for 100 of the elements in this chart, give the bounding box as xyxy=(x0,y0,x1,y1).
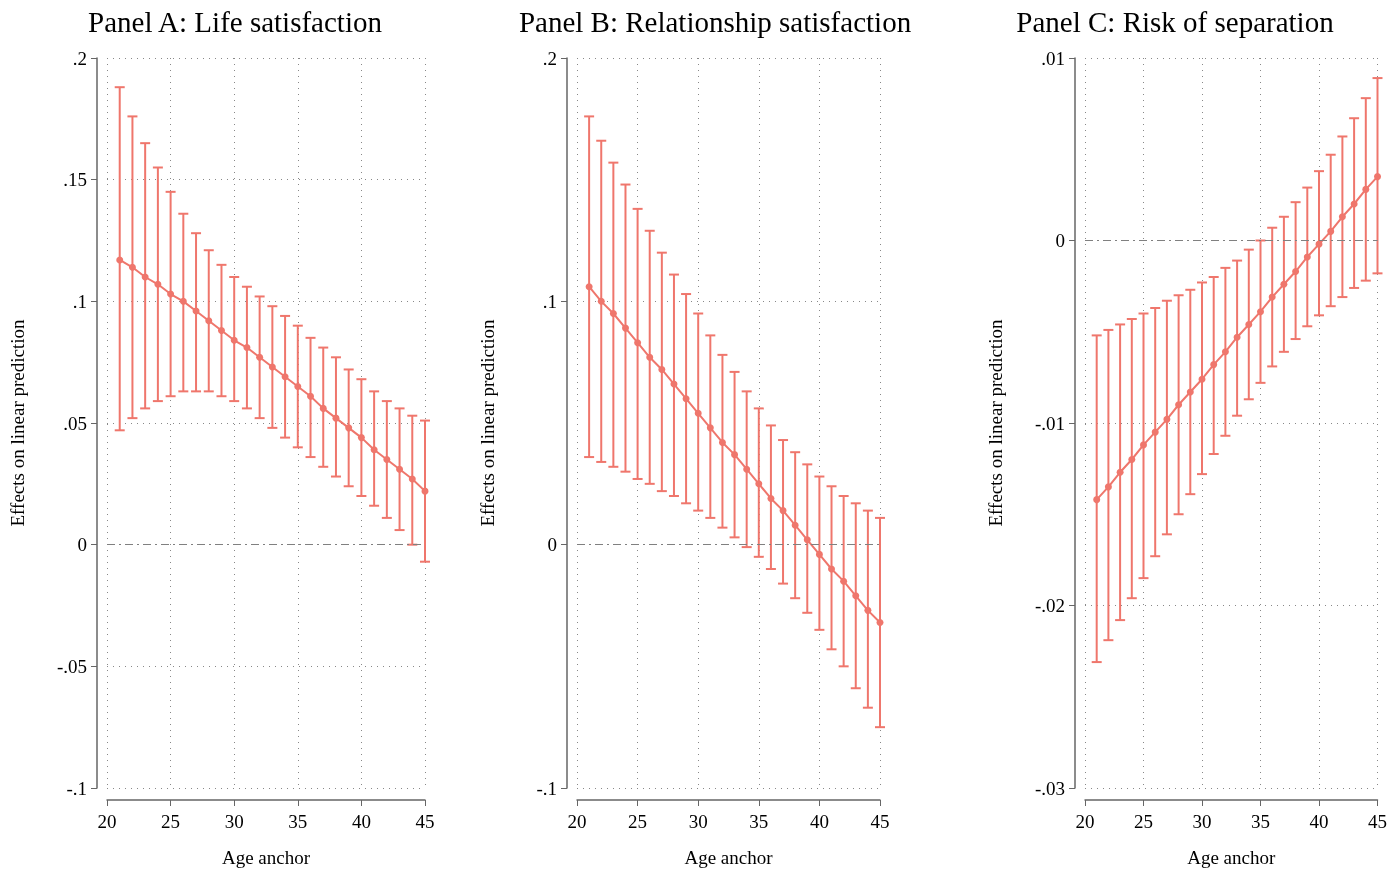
point xyxy=(815,550,823,558)
point xyxy=(116,256,124,264)
point xyxy=(1151,428,1159,436)
x-tick-label: 40 xyxy=(809,811,829,832)
y-tick-label: -.03 xyxy=(1034,777,1065,799)
point xyxy=(1093,496,1101,504)
point xyxy=(370,446,378,454)
point xyxy=(876,619,884,627)
x-tick-label: 20 xyxy=(567,811,587,832)
point xyxy=(345,424,353,432)
point xyxy=(205,317,213,325)
point xyxy=(1163,415,1171,423)
point xyxy=(694,409,702,417)
point xyxy=(585,283,593,291)
y-tick-label: -.1 xyxy=(66,777,87,799)
point xyxy=(828,565,836,573)
y-axis-title: Effects on linear prediction xyxy=(477,319,498,527)
x-tick-label: 45 xyxy=(415,811,435,832)
point xyxy=(1292,268,1300,276)
y-tick-label: -.02 xyxy=(1034,595,1065,616)
y-tick-label: .2 xyxy=(72,47,87,69)
chart-title: Panel B: Relationship satisfaction xyxy=(518,5,912,38)
point xyxy=(658,365,666,373)
x-axis-title: Age anchor xyxy=(221,847,311,868)
point xyxy=(731,451,739,459)
y-tick-label: -.01 xyxy=(1034,412,1065,434)
point xyxy=(1116,468,1124,476)
point xyxy=(1210,361,1218,369)
point xyxy=(167,290,175,298)
point xyxy=(1140,441,1147,449)
point xyxy=(1198,375,1206,383)
point xyxy=(1233,333,1241,341)
point xyxy=(1104,483,1112,491)
point xyxy=(852,592,860,600)
x-tick-label: 35 xyxy=(1251,811,1270,832)
point xyxy=(1128,456,1136,463)
point xyxy=(319,404,327,412)
point xyxy=(755,480,763,488)
point xyxy=(1175,401,1183,409)
x-tick-label: 30 xyxy=(224,811,244,832)
point xyxy=(1221,348,1229,356)
point xyxy=(1257,308,1264,316)
point xyxy=(154,280,162,288)
point xyxy=(1186,388,1194,396)
y-tick-label: .15 xyxy=(63,169,87,191)
point xyxy=(256,353,264,361)
y-tick-label: .05 xyxy=(63,412,87,434)
point xyxy=(1303,253,1311,261)
point xyxy=(621,324,629,332)
point xyxy=(1245,320,1253,328)
y-tick-label: .2 xyxy=(542,47,557,69)
x-tick-label: 25 xyxy=(628,811,648,832)
point xyxy=(1374,173,1381,181)
y-tick-label: .1 xyxy=(72,290,87,312)
point xyxy=(597,297,605,305)
y-tick-label: .01 xyxy=(1041,47,1065,69)
point xyxy=(840,577,848,585)
y-tick-label: 0 xyxy=(77,534,87,556)
point xyxy=(230,336,238,344)
point xyxy=(864,606,872,614)
point xyxy=(646,353,654,361)
x-tick-label: 25 xyxy=(161,811,181,832)
x-tick-label: 35 xyxy=(288,811,308,832)
x-tick-label: 20 xyxy=(97,811,117,832)
point xyxy=(383,456,391,463)
y-tick-label: 0 xyxy=(1055,230,1065,251)
y-tick-label: .1 xyxy=(542,290,557,312)
point xyxy=(743,465,751,473)
point xyxy=(179,297,187,305)
point xyxy=(1362,185,1370,193)
x-tick-label: 30 xyxy=(1192,811,1212,832)
point xyxy=(408,475,416,483)
point xyxy=(1327,227,1335,235)
point xyxy=(128,263,136,271)
point xyxy=(281,373,289,381)
point xyxy=(609,310,617,317)
x-tick-label: 40 xyxy=(351,811,371,832)
x-tick-label: 35 xyxy=(749,811,769,832)
x-tick-label: 45 xyxy=(870,811,890,832)
x-tick-label: 40 xyxy=(1309,811,1329,832)
x-axis-title: Age anchor xyxy=(684,847,774,868)
x-tick-label: 45 xyxy=(1368,811,1387,832)
point xyxy=(767,494,775,502)
point xyxy=(357,434,365,442)
point xyxy=(217,327,225,335)
chart-title: Panel C: Risk of separation xyxy=(1016,5,1335,38)
y-axis-title: Effects on linear prediction xyxy=(985,319,1006,527)
point xyxy=(1338,213,1346,221)
y-tick-label: -.05 xyxy=(56,655,87,677)
y-tick-label: 0 xyxy=(547,534,557,556)
point xyxy=(634,339,642,347)
point xyxy=(706,424,714,432)
point xyxy=(294,383,302,390)
point xyxy=(718,438,726,446)
x-axis-title: Age anchor xyxy=(1187,847,1276,868)
point xyxy=(307,392,315,400)
y-tick-label: -.1 xyxy=(536,777,557,799)
x-tick-label: 20 xyxy=(1075,811,1095,832)
point xyxy=(243,344,251,352)
x-tick-label: 30 xyxy=(688,811,708,832)
